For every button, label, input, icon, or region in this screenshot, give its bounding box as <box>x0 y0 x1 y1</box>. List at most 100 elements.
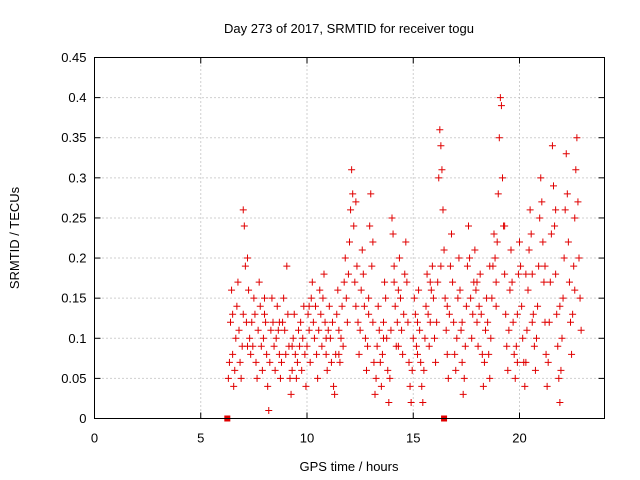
data-point <box>241 262 249 270</box>
data-point <box>465 222 472 230</box>
data-point <box>264 382 272 390</box>
data-point <box>349 190 357 198</box>
data-point <box>308 278 316 286</box>
data-point <box>553 310 561 318</box>
data-point <box>393 318 401 326</box>
data-point <box>283 262 291 270</box>
data-point <box>411 310 419 318</box>
data-point <box>367 190 375 198</box>
data-point <box>324 326 332 334</box>
data-point <box>336 358 344 366</box>
data-point <box>369 238 377 246</box>
data-point <box>239 310 247 318</box>
data-point <box>271 366 279 374</box>
data-point <box>329 318 336 326</box>
data-point <box>361 334 369 342</box>
data-point <box>535 262 543 270</box>
data-point <box>381 278 389 286</box>
data-point <box>341 254 349 262</box>
data-point <box>426 278 434 286</box>
data-point <box>259 334 267 342</box>
data-point <box>390 262 398 270</box>
data-point <box>313 350 321 358</box>
data-point <box>276 374 284 382</box>
data-point <box>395 254 403 262</box>
data-point <box>424 310 432 318</box>
data-point <box>478 350 486 358</box>
data-point <box>469 310 477 318</box>
data-point <box>344 270 352 278</box>
data-point <box>380 318 387 326</box>
data-point <box>567 318 574 326</box>
data-point <box>497 102 505 110</box>
plot-frame <box>94 57 605 419</box>
y-axis-ticks: 0 0.05 0.1 0.15 0.2 0.25 0.3 0.35 0.4 0.45 <box>61 50 605 426</box>
data-point <box>544 358 552 366</box>
data-point <box>451 350 459 358</box>
y-tick-label: 0.05 <box>61 371 86 386</box>
data-point <box>318 342 326 350</box>
data-point <box>509 318 517 326</box>
data-point <box>414 318 421 326</box>
data-point <box>484 318 492 326</box>
data-point <box>552 206 560 214</box>
data-point <box>363 366 370 374</box>
data-point <box>365 294 373 302</box>
data-point <box>298 366 306 374</box>
data-point <box>335 326 343 334</box>
data-point <box>419 398 427 406</box>
data-point <box>348 166 356 174</box>
data-point <box>377 382 385 390</box>
data-point <box>556 302 564 310</box>
data-point <box>438 166 446 174</box>
data-point <box>389 230 397 238</box>
data-point <box>272 334 280 342</box>
data-point <box>373 342 381 350</box>
data-point <box>305 326 313 334</box>
data-point <box>237 374 245 382</box>
data-point <box>375 326 383 334</box>
data-point <box>459 390 467 398</box>
data-point <box>236 358 244 366</box>
data-point <box>370 358 378 366</box>
data-point <box>405 358 413 366</box>
data-point <box>323 366 331 374</box>
data-point <box>266 358 274 366</box>
data-point <box>290 310 298 318</box>
data-point <box>511 374 519 382</box>
data-point <box>523 326 531 334</box>
data-point <box>537 174 545 182</box>
data-point <box>422 302 430 310</box>
data-point <box>281 326 289 334</box>
x-tick-label: 5 <box>197 431 204 446</box>
y-tick-label: 0.15 <box>61 291 86 306</box>
data-point <box>574 198 582 206</box>
data-point <box>538 198 546 206</box>
data-point <box>458 318 466 326</box>
data-point <box>400 310 408 318</box>
data-point <box>552 270 560 278</box>
data-point <box>426 318 434 326</box>
data-point <box>307 294 315 302</box>
data-point <box>562 150 570 158</box>
data-point <box>529 310 537 318</box>
data-point <box>416 326 424 334</box>
data-point <box>551 222 559 230</box>
data-point <box>357 286 365 294</box>
data-point <box>496 94 504 102</box>
data-point <box>519 334 527 342</box>
data-point <box>262 318 270 326</box>
x-tick-label: 15 <box>406 431 420 446</box>
data-point <box>267 326 275 334</box>
data-point <box>554 342 562 350</box>
data-point <box>303 342 311 350</box>
data-point <box>225 358 233 366</box>
data-point <box>299 334 307 342</box>
data-point <box>244 254 251 262</box>
data-point <box>275 350 283 358</box>
data-point <box>289 334 297 342</box>
data-point <box>440 246 448 254</box>
data-point <box>556 398 564 406</box>
data-point <box>458 358 466 366</box>
data-point <box>492 278 500 286</box>
